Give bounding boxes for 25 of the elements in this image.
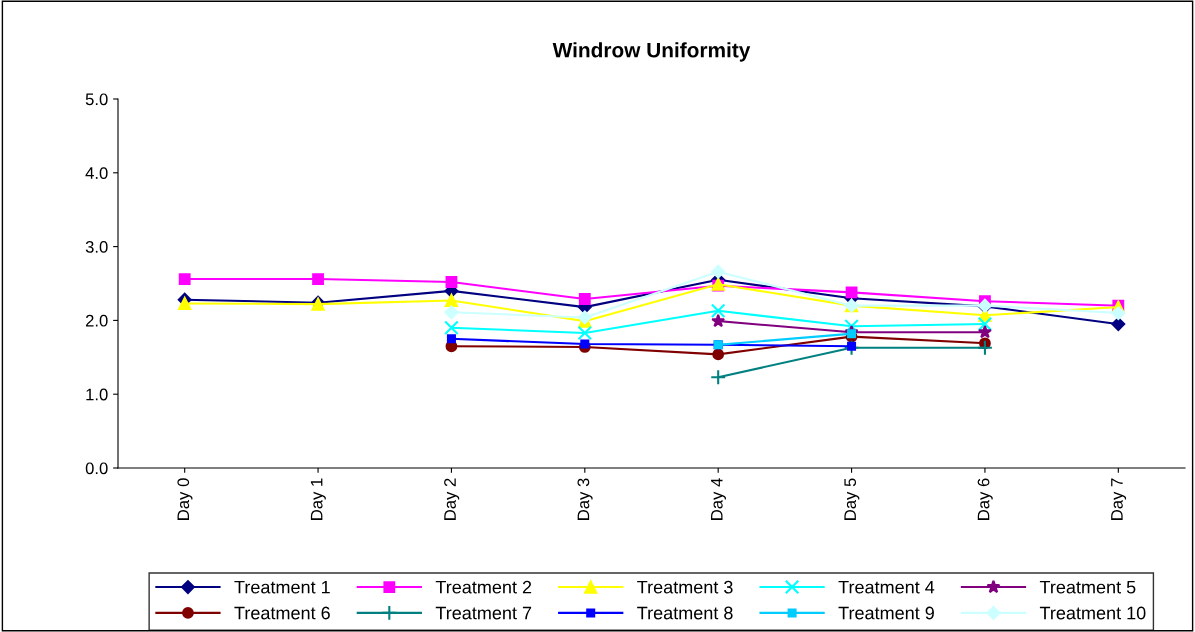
x-tick-label: Day 7 [1111, 478, 1127, 520]
legend-label: Treatment 10 [1039, 606, 1146, 620]
legend-label: Treatment 7 [435, 606, 532, 620]
y-tick-label: 5.0 [85, 93, 108, 106]
x-tick-label: Day 2 [444, 478, 460, 520]
y-tick-label: 4.0 [85, 167, 108, 179]
y-tick-label: 0.0 [85, 462, 108, 475]
legend-label: Treatment 9 [838, 606, 934, 620]
legend-label: Treatment 2 [435, 580, 532, 594]
x-tick-label: Day 3 [577, 478, 593, 520]
y-tick-label: 1.0 [86, 388, 108, 401]
chart-title: Windrow Uniformity [552, 42, 751, 62]
x-tick-label: Day 5 [844, 478, 860, 520]
legend-label: Treatment 4 [838, 580, 935, 594]
legend-label: Treatment 5 [1039, 580, 1136, 594]
y-tick-label: 2.0 [85, 314, 108, 327]
x-tick-label: Day 1 [310, 478, 326, 520]
y-tick-label: 3.0 [85, 241, 108, 253]
legend-label: Treatment 3 [637, 580, 733, 594]
x-tick-label: Day 4 [711, 478, 726, 520]
x-tick-label: Day 0 [177, 478, 193, 520]
legend-label: Treatment 6 [234, 606, 330, 620]
x-tick-label: Day 6 [977, 478, 993, 520]
legend-label: Treatment 1 [234, 580, 330, 594]
legend-label: Treatment 8 [637, 606, 733, 620]
